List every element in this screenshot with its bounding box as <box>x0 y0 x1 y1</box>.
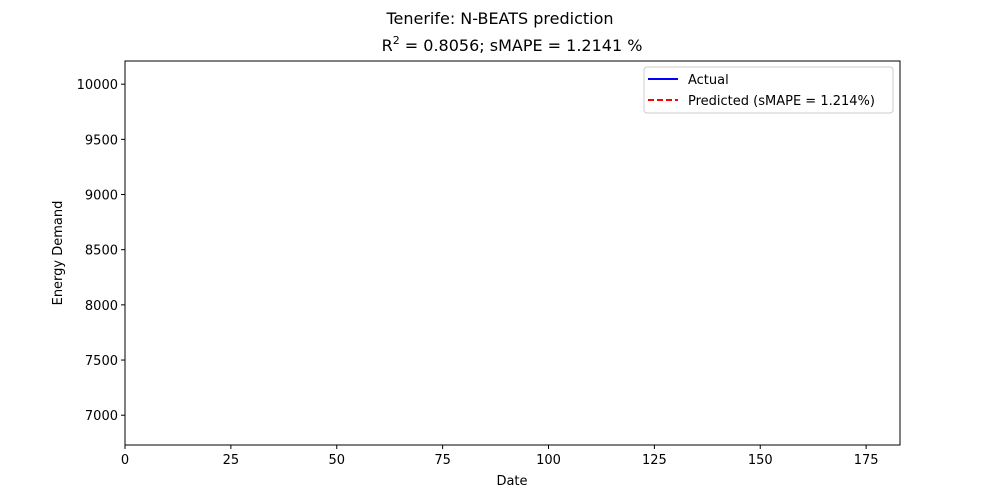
x-axis-label: Date <box>496 474 527 489</box>
plot-frame <box>124 60 901 446</box>
y-axis-label: Energy Demand <box>51 201 66 306</box>
x-tick-label: 175 <box>854 453 879 468</box>
y-tick-label: 9500 <box>85 133 118 148</box>
legend: Actual Predicted (sMAPE = 1.214%) <box>643 66 894 114</box>
chart-title: R2 = 0.8056; sMAPE = 1.2141 % <box>382 34 643 55</box>
title-metrics: = 0.8056; sMAPE = 1.2141 % <box>400 36 643 55</box>
x-tick-label: 0 <box>121 453 129 468</box>
x-tick-label: 125 <box>642 453 667 468</box>
y-tick-label: 8500 <box>85 244 118 259</box>
x-tick-label: 50 <box>328 453 345 468</box>
legend-box <box>643 66 894 114</box>
x-tick-label: 75 <box>434 453 451 468</box>
title-r-label: R <box>382 36 393 55</box>
x-tick-label: 150 <box>748 453 773 468</box>
y-axis: 7000 7500 8000 8500 9000 9500 10000 <box>77 78 125 424</box>
y-tick-label: 7000 <box>85 409 118 424</box>
y-tick-label: 7500 <box>85 354 118 369</box>
y-tick-label: 9000 <box>85 189 118 204</box>
legend-label-actual: Actual <box>688 73 729 88</box>
chart-suptitle: Tenerife: N-BEATS prediction <box>385 9 613 28</box>
title-r-exponent: 2 <box>393 34 400 47</box>
legend-label-predicted: Predicted (sMAPE = 1.214%) <box>688 94 875 109</box>
y-tick-label: 10000 <box>77 78 118 93</box>
x-tick-label: 25 <box>223 453 240 468</box>
x-tick-label: 100 <box>536 453 561 468</box>
x-axis: 0 25 50 75 100 125 150 175 <box>121 445 879 468</box>
y-tick-label: 8000 <box>85 299 118 314</box>
